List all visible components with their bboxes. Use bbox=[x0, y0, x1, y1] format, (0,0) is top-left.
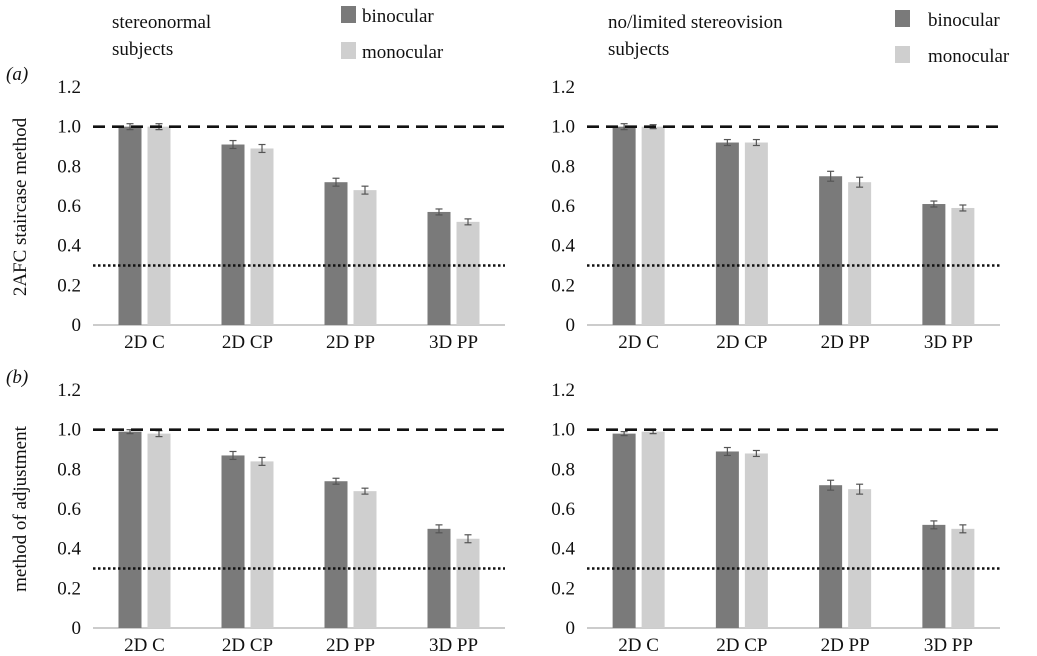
ylabel-row-a: 2AFC staircase method bbox=[10, 117, 31, 296]
bar-binocular bbox=[221, 455, 245, 628]
x-tick-label: 2D C bbox=[124, 332, 165, 353]
bar-monocular bbox=[848, 182, 872, 325]
y-tick-label: 0.4 bbox=[551, 539, 575, 560]
y-tick-label: 1.0 bbox=[551, 117, 575, 138]
y-tick-label: 0.4 bbox=[551, 236, 575, 257]
y-tick-label: 0.4 bbox=[57, 539, 81, 560]
ylabel-row-b: method of adjustment bbox=[10, 425, 31, 591]
y-tick-label: 1.0 bbox=[551, 420, 575, 441]
y-tick-label: 1.2 bbox=[57, 77, 81, 98]
chart-panel-b-stereonormal: 0 0.2 0.4 0.6 0.8 1.0 1.2 2D C 2D CP 2D PP 3D PP bbox=[57, 380, 505, 656]
bar-binocular bbox=[427, 211, 451, 325]
x-tick-label: 2D CP bbox=[716, 635, 767, 656]
bar-monocular bbox=[641, 126, 665, 326]
y-tick-label: 0.8 bbox=[57, 156, 81, 177]
x-tick-label: 3D PP bbox=[924, 635, 973, 656]
bar-binocular bbox=[324, 481, 348, 628]
x-tick-label: 2D C bbox=[618, 635, 659, 656]
y-tick-label: 0.6 bbox=[57, 196, 81, 217]
y-tick-label: 0 bbox=[566, 618, 576, 639]
legend-label-binocular: binocular bbox=[928, 10, 1000, 31]
bar-binocular bbox=[715, 142, 739, 325]
bar-monocular bbox=[744, 453, 768, 628]
bar-binocular bbox=[819, 176, 843, 325]
x-tick-label: 2D CP bbox=[716, 332, 767, 353]
column-header-left-line1: stereonormal bbox=[112, 12, 211, 33]
x-tick-label: 2D CP bbox=[222, 635, 273, 656]
bar-binocular bbox=[922, 524, 946, 628]
column-header-left-line2: subjects bbox=[112, 39, 173, 60]
y-tick-label: 0.6 bbox=[57, 499, 81, 520]
y-tick-label: 1.2 bbox=[57, 380, 81, 401]
bar-binocular bbox=[221, 144, 245, 325]
bar-monocular bbox=[250, 461, 274, 628]
chart-panel-a-stereonormal: 0 0.2 0.4 0.6 0.8 1.0 1.2 2D C 2D CP 2D PP 3D PP bbox=[57, 77, 505, 353]
panel-label-b: (b) bbox=[6, 367, 28, 388]
x-tick-label: 2D C bbox=[124, 635, 165, 656]
y-tick-label: 0.6 bbox=[551, 499, 575, 520]
y-tick-label: 1.2 bbox=[551, 77, 575, 98]
x-tick-label: 2D PP bbox=[326, 332, 375, 353]
x-tick-label: 3D PP bbox=[924, 332, 973, 353]
x-tick-label: 2D PP bbox=[821, 635, 870, 656]
bar-monocular bbox=[641, 431, 665, 628]
chart-panel-a-no-limited-stereovision: 0 0.2 0.4 0.6 0.8 1.0 1.2 2D C 2D CP 2D PP 3D PP bbox=[551, 77, 1000, 353]
bar-monocular bbox=[353, 190, 377, 325]
legend-left: binocular monocular bbox=[341, 6, 444, 63]
bar-binocular bbox=[118, 431, 142, 628]
y-tick-label: 0.2 bbox=[57, 578, 81, 599]
x-tick-label: 2D CP bbox=[222, 332, 273, 353]
legend-label-monocular: monocular bbox=[362, 42, 444, 63]
bar-binocular bbox=[612, 126, 636, 326]
legend-swatch-binocular bbox=[895, 10, 910, 27]
bar-binocular bbox=[118, 126, 142, 326]
bar-monocular bbox=[353, 491, 377, 628]
legend-label-binocular: binocular bbox=[362, 6, 434, 27]
x-tick-label: 2D PP bbox=[326, 635, 375, 656]
bar-binocular bbox=[715, 451, 739, 628]
legend-label-monocular: monocular bbox=[928, 46, 1010, 67]
bar-binocular bbox=[324, 182, 348, 325]
x-tick-label: 3D PP bbox=[429, 635, 478, 656]
y-tick-label: 0.8 bbox=[551, 459, 575, 480]
y-tick-label: 0.6 bbox=[551, 196, 575, 217]
column-header-right-line2: subjects bbox=[608, 39, 669, 60]
bar-binocular bbox=[819, 485, 843, 628]
y-tick-label: 0 bbox=[566, 315, 576, 336]
bar-monocular bbox=[456, 538, 480, 628]
y-tick-label: 1.0 bbox=[57, 420, 81, 441]
x-tick-label: 2D PP bbox=[821, 332, 870, 353]
bar-monocular bbox=[147, 433, 171, 628]
column-header-right-line1: no/limited stereovision bbox=[608, 12, 783, 33]
bar-monocular bbox=[744, 142, 768, 325]
y-tick-label: 0.2 bbox=[551, 275, 575, 296]
y-tick-label: 1.2 bbox=[551, 380, 575, 401]
bar-binocular bbox=[427, 528, 451, 628]
bar-monocular bbox=[848, 489, 872, 628]
chart-panel-b-no-limited-stereovision: 0 0.2 0.4 0.6 0.8 1.0 1.2 2D C 2D CP 2D PP 3D PP bbox=[551, 380, 1000, 656]
y-tick-label: 1.0 bbox=[57, 117, 81, 138]
x-tick-label: 3D PP bbox=[429, 332, 478, 353]
y-tick-label: 0.8 bbox=[551, 156, 575, 177]
y-tick-label: 0 bbox=[72, 618, 82, 639]
legend-right: binocular monocular bbox=[895, 10, 1010, 67]
y-tick-label: 0 bbox=[72, 315, 82, 336]
legend-swatch-monocular bbox=[341, 42, 356, 59]
y-tick-label: 0.2 bbox=[57, 275, 81, 296]
bar-monocular bbox=[147, 126, 171, 326]
y-tick-label: 0.8 bbox=[57, 459, 81, 480]
x-tick-label: 2D C bbox=[618, 332, 659, 353]
legend-swatch-monocular bbox=[895, 46, 910, 63]
bar-monocular bbox=[250, 148, 274, 325]
y-tick-label: 0.2 bbox=[551, 578, 575, 599]
bar-monocular bbox=[456, 221, 480, 325]
bar-monocular bbox=[951, 528, 975, 628]
bar-binocular bbox=[612, 433, 636, 628]
y-tick-label: 0.4 bbox=[57, 236, 81, 257]
legend-swatch-binocular bbox=[341, 6, 356, 23]
panel-label-a: (a) bbox=[6, 64, 28, 85]
